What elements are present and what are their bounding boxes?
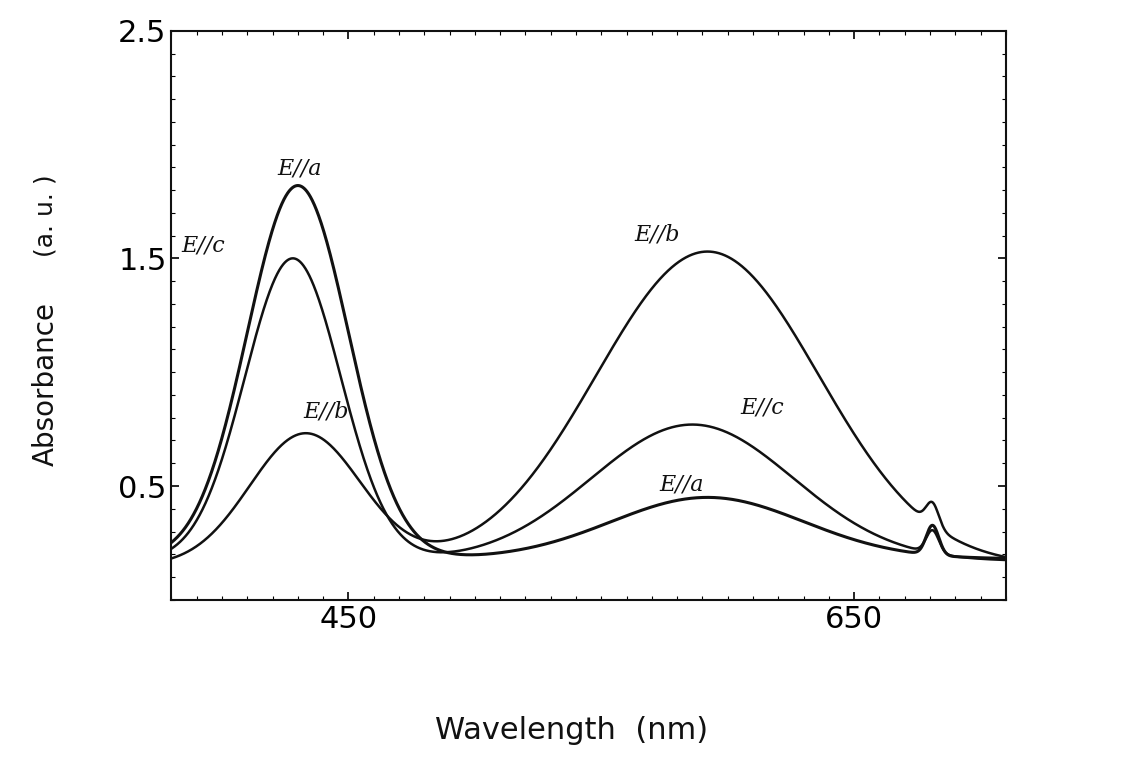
Text: E//b: E//b [634, 223, 680, 245]
Text: E//c: E//c [182, 235, 225, 257]
Text: (a. u. ): (a. u. ) [34, 174, 57, 257]
Text: Wavelength  (nm): Wavelength (nm) [435, 716, 708, 745]
Text: E//b: E//b [303, 401, 349, 423]
Text: E//a: E//a [660, 474, 704, 495]
Text: Absorbance: Absorbance [32, 302, 59, 467]
Text: E//a: E//a [278, 157, 322, 179]
Text: E//c: E//c [741, 396, 784, 418]
